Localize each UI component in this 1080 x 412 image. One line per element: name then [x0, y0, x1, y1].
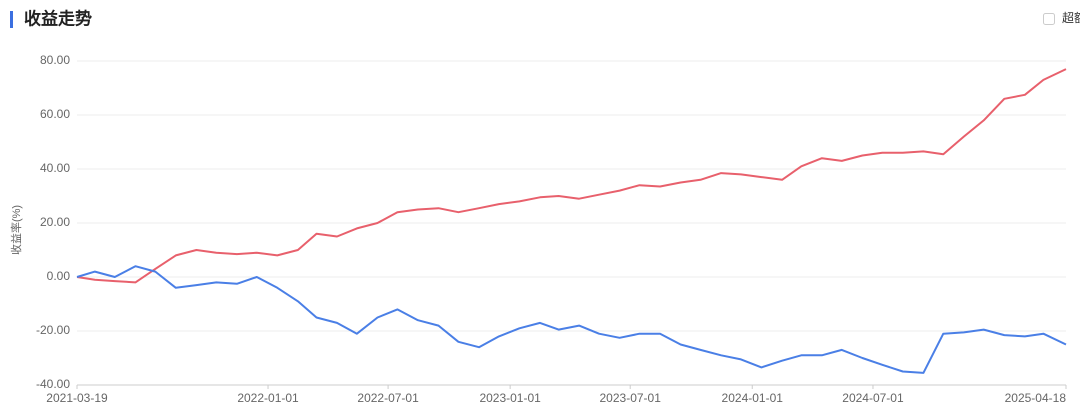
y-tick-label: 20.00 [40, 215, 70, 229]
x-tick-label: 2021-03-19 [46, 391, 108, 405]
series-line [76, 265, 1067, 374]
y-tick-label: 40.00 [40, 161, 70, 175]
toggle-label[interactable]: 超额 [1062, 10, 1080, 25]
panel-title: 收益走势 [24, 8, 92, 28]
x-tick-label: 2022-07-01 [357, 391, 419, 405]
y-tick-label: 80.00 [40, 53, 70, 67]
series-line [76, 68, 1067, 284]
y-tick-label: -20.00 [36, 323, 70, 337]
x-tick-label: 2024-07-01 [842, 391, 904, 405]
y-tick-label: 60.00 [40, 107, 70, 121]
title-marker [10, 11, 13, 28]
y-tick-label: 0.00 [47, 269, 71, 283]
x-tick-label: 2023-07-01 [600, 391, 662, 405]
x-tick-label: 2023-01-01 [479, 391, 541, 405]
x-tick-label: 2025-04-18 [1005, 391, 1067, 405]
toggle-checkbox[interactable] [1043, 13, 1055, 25]
x-tick-label: 2024-01-01 [722, 391, 784, 405]
x-tick-label: 2022-01-01 [237, 391, 299, 405]
y-axis-label: 收益率(%) [9, 205, 23, 255]
y-tick-label: -40.00 [36, 377, 70, 391]
